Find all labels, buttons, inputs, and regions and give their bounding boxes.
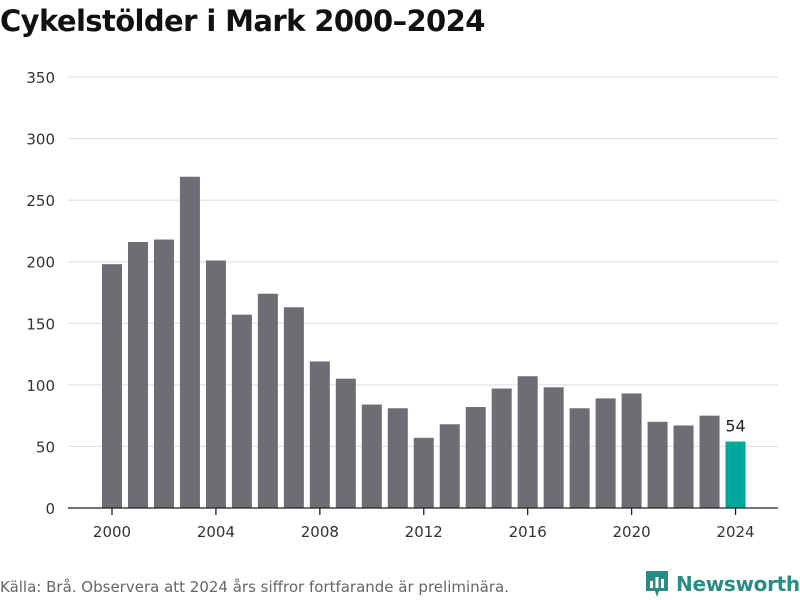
bar-2009 xyxy=(335,378,356,508)
bar-2017 xyxy=(543,387,564,508)
x-tick-label: 2024 xyxy=(716,523,754,541)
bar-2015 xyxy=(491,388,512,508)
bar-2023 xyxy=(699,415,720,508)
bar-2004 xyxy=(205,260,226,508)
bar-2020 xyxy=(621,393,642,508)
x-tick-label: 2000 xyxy=(93,523,131,541)
source-note: Källa: Brå. Observera att 2024 års siffr… xyxy=(0,578,509,596)
bar-chart: 0 50 100 150 200 250 300 350 54 2000 2004 2008 2012 2… xyxy=(26,69,778,541)
bar-2006 xyxy=(257,293,278,508)
x-tick-label: 2020 xyxy=(613,523,651,541)
bar-2005 xyxy=(231,314,252,508)
bar-2022 xyxy=(673,425,694,508)
bar-2003 xyxy=(179,176,200,508)
labels: 0 50 100 150 200 250 300 350 54 2000 2004 2008 2012 2… xyxy=(26,69,754,541)
brand-name: Newsworthy xyxy=(676,572,800,596)
bar-2024 xyxy=(725,441,746,508)
bar-2000 xyxy=(102,264,122,508)
bar-2012 xyxy=(413,437,434,508)
bar-2008 xyxy=(309,361,330,508)
data-label: 54 xyxy=(725,417,745,436)
bar-2021 xyxy=(647,421,668,508)
bar-2019 xyxy=(595,398,616,508)
y-tick-label: 200 xyxy=(26,254,55,272)
y-tick-label: 0 xyxy=(45,500,55,518)
x-tick-label: 2012 xyxy=(405,523,443,541)
y-tick-label: 100 xyxy=(26,377,55,395)
bar-2016 xyxy=(517,376,538,508)
y-tick-label: 300 xyxy=(26,131,55,149)
bar-2018 xyxy=(569,408,590,508)
y-tick-label: 50 xyxy=(36,438,55,456)
grid-lines xyxy=(68,76,778,447)
bar-2013 xyxy=(439,424,460,508)
bar-2011 xyxy=(387,408,408,508)
bar-2014 xyxy=(465,407,486,508)
y-tick-label: 150 xyxy=(26,315,55,333)
bars xyxy=(102,176,746,509)
y-tick-label: 350 xyxy=(26,69,55,87)
axes xyxy=(68,507,778,515)
y-tick-label: 250 xyxy=(26,192,55,210)
x-tick-label: 2004 xyxy=(197,523,235,541)
bar-chart-bubble-icon xyxy=(646,571,668,597)
bar-2007 xyxy=(283,307,304,508)
bar-2002 xyxy=(153,239,174,508)
x-tick-label: 2008 xyxy=(301,523,339,541)
x-tick-label: 2016 xyxy=(509,523,547,541)
bar-2001 xyxy=(127,242,148,509)
brand-logo: Newsworthy xyxy=(644,569,800,599)
bar-2010 xyxy=(361,404,382,508)
chart-title: Cykelstölder i Mark 2000–2024 xyxy=(0,4,485,38)
